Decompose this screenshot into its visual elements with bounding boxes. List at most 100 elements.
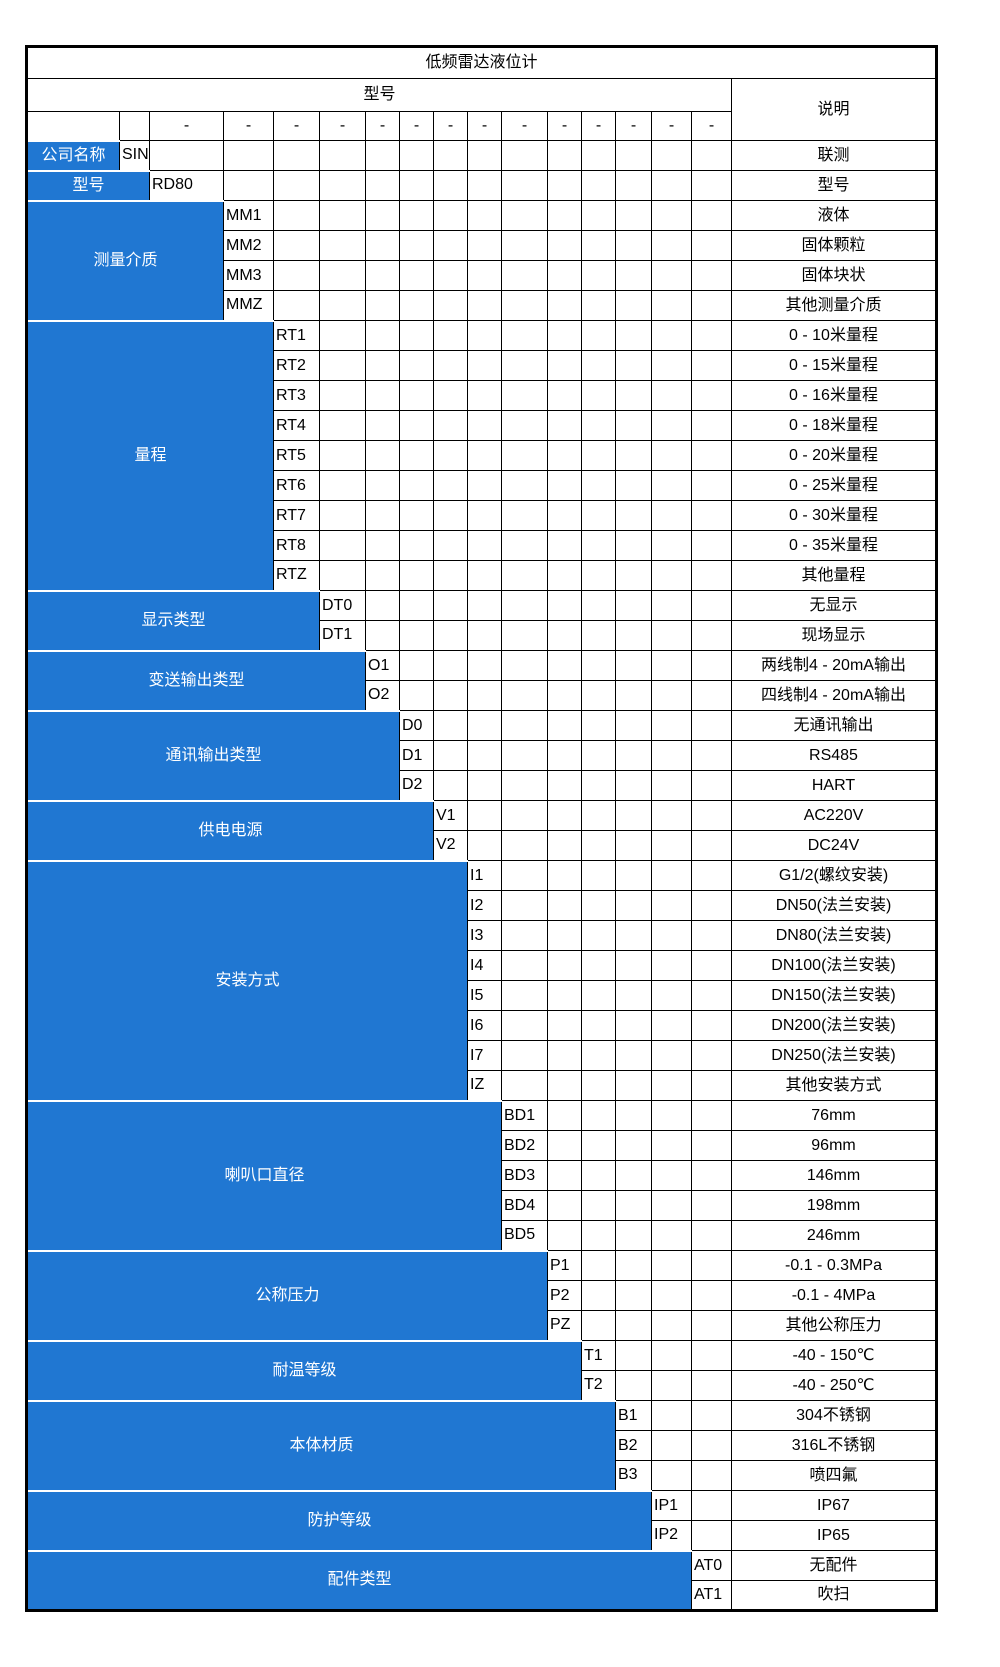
empty-code-cell [615,980,652,1011]
empty-code-cell [433,740,468,771]
empty-code-cell [547,260,582,291]
empty-code-cell [399,530,434,561]
empty-code-cell [615,770,652,801]
empty-code-cell [319,560,366,591]
category-cell: 型号 [26,169,150,202]
empty-code-cell [547,470,582,501]
empty-code-cell [433,320,468,351]
code-cell: AT1 [691,1580,732,1611]
empty-code-cell [467,230,502,261]
empty-code-cell [615,1040,652,1071]
empty-code-cell [651,860,692,891]
description-cell: IP67 [731,1490,937,1521]
empty-code-cell [615,200,652,231]
empty-code-cell [691,260,732,291]
empty-code-cell [651,800,692,831]
empty-code-cell [433,770,468,801]
empty-code-cell [615,410,652,441]
empty-code-cell [581,560,616,591]
empty-code-cell [467,500,502,531]
empty-code-cell [365,200,400,231]
empty-code-cell [615,1220,652,1251]
description-cell: RS485 [731,740,937,771]
description-cell: 198mm [731,1190,937,1221]
empty-code-cell [365,470,400,501]
empty-code-cell [433,140,468,171]
empty-code-cell [615,470,652,501]
description-cell: 其他测量介质 [731,290,937,321]
code-cell: I3 [467,920,502,951]
empty-code-cell [615,1370,652,1401]
empty-code-cell [691,350,732,381]
description-cell: 0 - 16米量程 [731,380,937,411]
description-cell: DN250(法兰安装) [731,1040,937,1071]
empty-code-cell [581,1010,616,1041]
empty-code-cell [501,530,548,561]
empty-code-cell [651,500,692,531]
empty-code-cell [365,530,400,561]
empty-code-cell [651,650,692,681]
empty-code-cell [467,740,502,771]
description-cell: 0 - 25米量程 [731,470,937,501]
code-cell: T2 [581,1370,616,1401]
description-cell: 146mm [731,1160,937,1191]
empty-code-cell [433,440,468,471]
empty-code-cell [581,1040,616,1071]
empty-code-cell [467,200,502,231]
empty-code-cell [433,500,468,531]
empty-code-cell [467,620,502,651]
empty-code-cell [433,200,468,231]
empty-code-cell [615,1190,652,1221]
empty-code-cell [651,1370,692,1401]
code-cell: RT7 [273,500,320,531]
empty-code-cell [273,290,320,321]
description-cell: 0 - 18米量程 [731,410,937,441]
empty-code-cell [319,200,366,231]
empty-code-cell [501,1040,548,1071]
description-cell: 96mm [731,1130,937,1161]
empty-code-cell [467,380,502,411]
empty-code-cell [501,620,548,651]
empty-code-cell [615,680,652,711]
empty-code-cell [399,680,434,711]
code-cell: V1 [433,800,468,831]
empty-code-cell [691,410,732,441]
description-cell: 无显示 [731,590,937,621]
code-cell: V2 [433,830,468,861]
empty-code-cell [547,890,582,921]
empty-code-cell [581,1220,616,1251]
empty-code-cell [467,260,502,291]
description-cell: DN200(法兰安装) [731,1010,937,1041]
empty-code-cell [581,800,616,831]
empty-code-cell [501,680,548,711]
empty-code-cell [651,350,692,381]
empty-code-cell [319,410,366,441]
empty-code-cell [467,470,502,501]
empty-code-cell [501,230,548,261]
empty-code-cell [223,170,274,201]
code-separator-dash: - [149,111,224,141]
empty-code-cell [581,680,616,711]
empty-code-cell [547,980,582,1011]
empty-code-cell [399,620,434,651]
code-cell: RT8 [273,530,320,561]
code-cell: DT0 [319,590,366,621]
empty-code-cell [433,650,468,681]
empty-code-cell [365,410,400,441]
empty-code-cell [615,1250,652,1281]
description-cell: HART [731,770,937,801]
empty-code-cell [651,1040,692,1071]
code-separator-dash: - [273,111,320,141]
empty-code-cell [501,890,548,921]
empty-code-cell [581,410,616,441]
empty-code-cell [547,800,582,831]
empty-code-cell [467,830,502,861]
empty-code-cell [615,260,652,291]
empty-code-cell [615,350,652,381]
empty-code-cell [399,470,434,501]
empty-code-cell [319,170,366,201]
empty-code-cell [691,170,732,201]
code-separator-dash: - [399,111,434,141]
empty-code-cell [433,230,468,261]
empty-code-cell [547,830,582,861]
